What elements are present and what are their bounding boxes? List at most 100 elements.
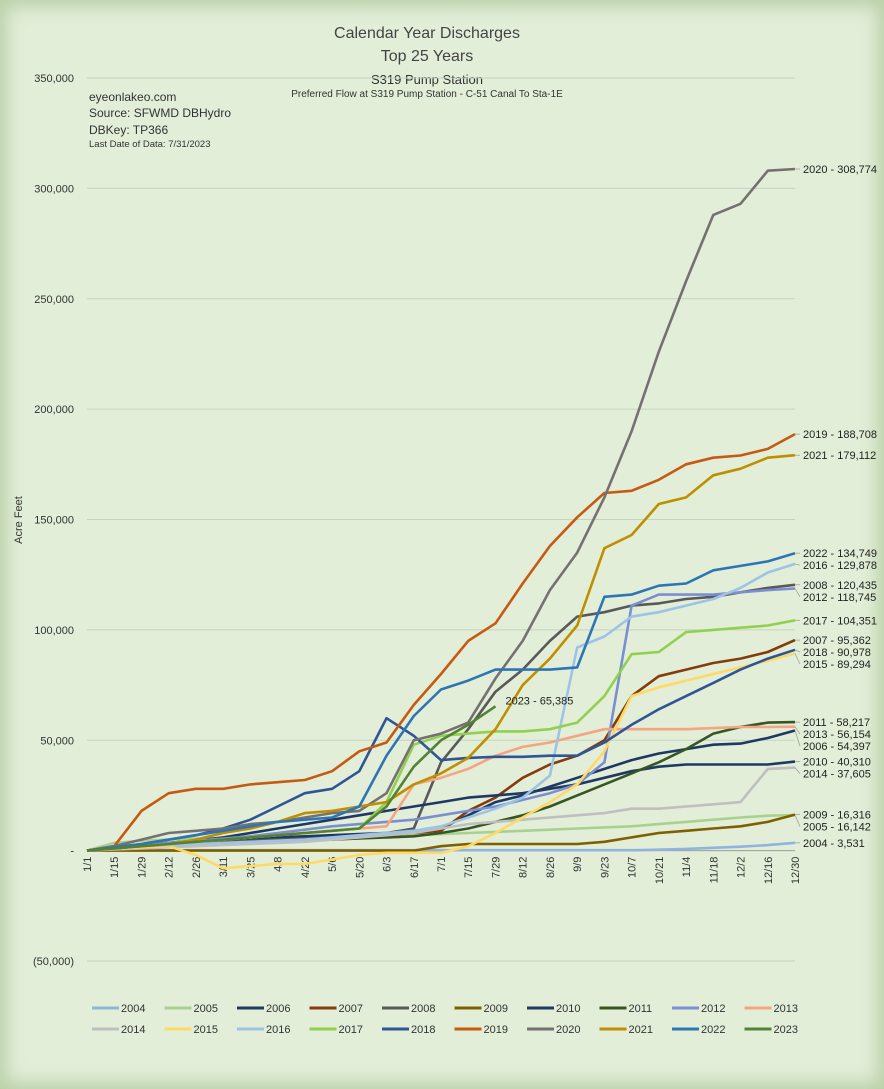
x-tick-label: 12/30 [790,857,802,885]
x-tick-label: 5/20 [354,857,366,878]
data-label-2010: 2010 - 40,310 [803,757,871,769]
chart-station: S319 Pump Station [370,72,484,87]
y-axis-label: Acre Feet [13,496,25,544]
series-line-2008 [86,583,796,852]
legend-label-2011: 2011 [629,1003,653,1015]
data-label-2019: 2019 - 188,708 [803,429,877,441]
x-tick-label: 9/9 [572,857,584,872]
data-label-2021: 2021 - 179,112 [803,450,876,462]
chart-title: Calendar Year Discharges [334,25,520,42]
legend-label-2020: 2020 [556,1024,580,1036]
data-label-2005: 2005 - 16,142 [803,822,871,834]
data-label-leader [794,649,801,653]
data-label-2007: 2007 - 95,362 [803,635,871,647]
y-tick-label: - [70,846,74,858]
y-tick-label: (50,000) [33,956,74,968]
x-tick-label: 9/23 [599,857,611,878]
x-tick-label: 8/12 [518,857,530,878]
y-tick-label: 300,000 [34,183,74,195]
source-dbkey: DBKey: TP366 [89,123,169,137]
data-label-2022: 2022 - 134,749 [803,548,877,560]
data-label-2006: 2006 - 54,397 [803,741,871,753]
y-tick-label: 150,000 [34,515,74,527]
data-label-2017: 2017 - 104,351 [803,615,877,627]
x-tick-label: 1/29 [136,857,148,878]
legend-label-2010: 2010 [556,1003,580,1015]
data-label-leader [794,588,801,597]
x-tick-label: 12/16 [763,857,775,885]
series-line-2014 [86,766,796,852]
x-tick-label: 6/17 [409,857,421,878]
x-tick-label: 7/1 [436,857,448,872]
data-label-2011: 2011 - 58,217 [803,717,870,729]
source-name: Source: SFWMD DBHydro [89,106,232,120]
data-label-2009: 2009 - 16,316 [803,810,871,822]
y-tick-label: 200,000 [34,404,74,416]
series-line-2015 [86,652,796,870]
x-tick-label: 2/12 [164,857,176,878]
x-tick-label: 1/15 [109,857,121,878]
legend-label-2021: 2021 [629,1024,653,1036]
legend-label-2015: 2015 [194,1024,218,1036]
y-tick-label: 250,000 [34,294,74,306]
legend-label-2008: 2008 [411,1003,435,1015]
series-line-2019 [86,432,796,852]
y-tick-label: 100,000 [34,625,74,637]
data-label-2020: 2020 - 308,774 [803,164,877,176]
legend-label-2006: 2006 [266,1003,290,1015]
legend-label-2019: 2019 [484,1024,508,1036]
data-label-leader [794,730,801,747]
series-line-2022 [86,551,796,852]
data-label-leader [794,767,801,774]
legend-label-2018: 2018 [411,1024,435,1036]
data-label-leader [794,726,801,735]
legend-label-2007: 2007 [339,1003,363,1015]
x-tick-label: 2/26 [191,857,203,878]
legend-label-2023: 2023 [774,1024,798,1036]
x-tick-label: 3/25 [245,857,257,878]
x-tick-label: 11/4 [681,857,693,878]
legend-label-2004: 2004 [121,1003,145,1015]
legend-label-2014: 2014 [121,1024,145,1036]
source-site: eyeonlakeo.com [89,90,177,104]
legend-label-2012: 2012 [701,1003,725,1015]
series-line-2007 [86,638,796,852]
data-label-leader [794,653,801,665]
x-tick-label: 12/2 [736,857,748,878]
chart-title-line2: Top 25 Years [380,48,474,65]
chart-subtitle: Preferred Flow at S319 Pump Station - C-… [291,89,563,100]
x-tick-label: 7/15 [463,857,475,878]
x-tick-label: 8/26 [545,857,557,878]
series-line-2023 [86,705,497,852]
data-label-2004: 2004 - 3,531 [803,838,865,850]
series-line-2020 [86,167,796,852]
x-tick-label: 6/3 [382,857,394,872]
legend-label-2009: 2009 [484,1003,508,1015]
series-line-2021 [86,453,796,852]
data-label-2018: 2018 - 90,978 [803,647,871,659]
series-line-2009 [87,813,796,852]
x-tick-label: 4/22 [300,857,312,878]
x-tick-label: 7/29 [490,857,502,878]
x-tick-label: 11/18 [708,857,720,884]
data-label-2013: 2013 - 56,154 [803,729,871,741]
x-tick-label: 1/1 [82,857,94,872]
legend-label-2005: 2005 [194,1003,218,1015]
data-label-2016: 2016 - 129,878 [803,560,877,572]
legend-label-2017: 2017 [339,1024,363,1036]
series-line-2012 [86,587,796,852]
series-line-2016 [86,562,796,852]
x-tick-label: 10/21 [654,857,666,885]
data-label-2014: 2014 - 37,605 [803,769,871,781]
y-tick-label: 350,000 [34,73,74,85]
data-label-leader [794,814,801,827]
data-label-leader [794,563,801,566]
legend-label-2022: 2022 [701,1024,725,1036]
legend-label-2013: 2013 [774,1003,798,1015]
legend-label-2016: 2016 [266,1024,290,1036]
data-label-2015: 2015 - 89,294 [803,659,871,671]
last-date: Last Date of Data: 7/31/2023 [89,139,211,150]
data-label-2008: 2008 - 120,435 [803,580,877,592]
